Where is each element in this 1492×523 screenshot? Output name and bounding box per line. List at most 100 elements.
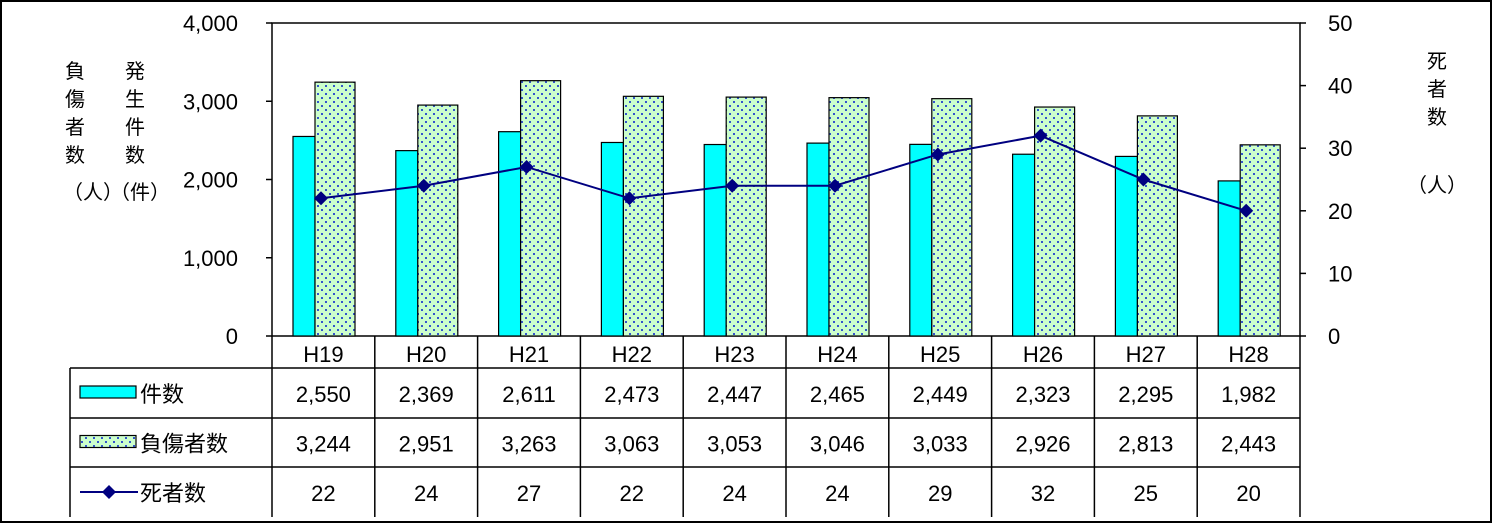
axis-title-char: 死 xyxy=(1427,49,1447,73)
table-cell-value: 2,443 xyxy=(1221,432,1276,457)
axis-title-char: 傷 xyxy=(65,87,85,111)
table-cell-value: 3,046 xyxy=(810,432,865,457)
table-cell-value: 3,063 xyxy=(604,432,659,457)
bar-incidents xyxy=(600,141,625,337)
table-cell-value: 2,951 xyxy=(399,432,454,457)
bar-injured xyxy=(931,98,973,337)
table-cell-value: 24 xyxy=(825,481,849,506)
category-label: H28 xyxy=(1228,342,1268,367)
legend-series-name: 件数 xyxy=(140,383,184,408)
legend-key-injured xyxy=(79,434,137,449)
bar-injured xyxy=(519,80,562,337)
axis-title-char: 数 xyxy=(125,143,145,167)
bar-incidents xyxy=(395,150,419,337)
legend-series-name: 死者数 xyxy=(140,482,206,507)
table-cell-value: 3,244 xyxy=(296,432,351,457)
table-cell-value: 2,465 xyxy=(810,382,865,407)
axis-title-char: 数 xyxy=(1427,105,1447,129)
table-cell-value: 2,473 xyxy=(604,382,659,407)
table-cell-value: 2,449 xyxy=(913,382,968,407)
category-label: H23 xyxy=(714,342,754,367)
left-y-axis: 0 1,000 2,000 3,000 4,000 xyxy=(183,11,272,349)
table-cell-value: 2,323 xyxy=(1015,382,1070,407)
table-cell-value: 32 xyxy=(1031,481,1055,506)
table-cell-value: 22 xyxy=(620,481,644,506)
legend-series-name: 負傷者数 xyxy=(140,433,228,458)
deaths-point xyxy=(1033,128,1048,143)
table-cell-value: 2,447 xyxy=(707,382,762,407)
right-y-axis: 0 10 20 30 40 50 xyxy=(1300,11,1352,349)
right-axis-title-deaths: 死者数 （人） xyxy=(1407,49,1467,197)
deaths-point xyxy=(416,178,431,193)
bar-injured xyxy=(622,95,665,337)
table-cell-value: 2,550 xyxy=(296,382,351,407)
table-cell-value: 24 xyxy=(414,481,438,506)
table-cell-value: 22 xyxy=(311,481,335,506)
bar-injured xyxy=(725,96,767,337)
table-cell-value: 20 xyxy=(1236,481,1260,506)
right-tick-label: 20 xyxy=(1328,199,1352,224)
category-label: H22 xyxy=(612,342,652,367)
table-cell-value: 24 xyxy=(722,481,746,506)
table-cell-value: 1,982 xyxy=(1221,382,1276,407)
bar-incidents xyxy=(1114,155,1139,337)
deaths-point xyxy=(1136,172,1151,187)
table-cell-value: 2,295 xyxy=(1118,382,1173,407)
category-label: H21 xyxy=(509,342,549,367)
left-tick-label: 1,000 xyxy=(183,246,238,271)
left-tick-label: 4,000 xyxy=(183,11,238,36)
table-cell-value: 2,611 xyxy=(502,382,555,407)
line-series xyxy=(314,128,1254,218)
left-tick-label: 0 xyxy=(226,324,238,349)
category-label: H19 xyxy=(303,342,343,367)
deaths-point xyxy=(1239,203,1254,218)
bar-injured xyxy=(828,97,870,337)
table-cell-value: 3,033 xyxy=(913,432,968,457)
table-cell-value: 25 xyxy=(1134,481,1158,506)
bar-incidents xyxy=(1011,153,1036,337)
deaths-point xyxy=(519,159,534,174)
category-label: H24 xyxy=(817,342,857,367)
category-label: H25 xyxy=(920,342,960,367)
right-tick-label: 10 xyxy=(1328,261,1352,286)
bar-injured xyxy=(1239,144,1281,337)
table-cell-value: 29 xyxy=(928,481,952,506)
bar-incidents xyxy=(909,143,933,337)
left-tick-label: 2,000 xyxy=(183,168,238,193)
bar-series xyxy=(292,80,1281,337)
legend-key-incidents xyxy=(79,385,137,399)
bar-injured xyxy=(417,104,459,337)
bar-incidents xyxy=(703,143,727,337)
bar-incidents xyxy=(498,131,522,337)
axis-title-char: 件 xyxy=(125,115,145,139)
axis-title-char: 生 xyxy=(125,87,145,111)
category-label: H27 xyxy=(1126,342,1166,367)
legend-key-deaths-marker xyxy=(102,485,116,499)
left-axis-title-injured: 負傷者数 （人） xyxy=(63,59,123,204)
axis-title-char: 者 xyxy=(65,115,85,139)
deaths-point xyxy=(930,147,945,162)
bar-injured xyxy=(1033,106,1076,337)
category-label: H26 xyxy=(1023,342,1063,367)
bar-incidents xyxy=(806,142,830,337)
right-tick-label: 30 xyxy=(1328,136,1352,161)
deaths-point xyxy=(828,178,842,193)
deaths-point xyxy=(314,191,328,206)
table-cell-value: 2,813 xyxy=(1118,432,1173,457)
table-cell-value: 3,053 xyxy=(707,432,762,457)
axis-title-unit: （人） xyxy=(63,180,123,204)
table-cell-value: 3,263 xyxy=(501,432,556,457)
table-cell-value: 27 xyxy=(517,481,541,506)
deaths-point xyxy=(622,191,637,206)
axis-title-char: 負 xyxy=(65,59,85,83)
deaths-point xyxy=(725,178,740,193)
right-tick-label: 50 xyxy=(1328,11,1352,36)
data-table: H19 H20 H21 H22 H23 H24 H25 H26 H27 H28 件数 2,550 2,3… xyxy=(69,336,1301,517)
bar-incidents xyxy=(292,135,316,337)
axis-title-unit: （人） xyxy=(1407,173,1467,197)
axis-title-char: 者 xyxy=(1427,77,1447,101)
bar-injured xyxy=(1136,115,1179,337)
table-cell-value: 2,369 xyxy=(399,382,454,407)
